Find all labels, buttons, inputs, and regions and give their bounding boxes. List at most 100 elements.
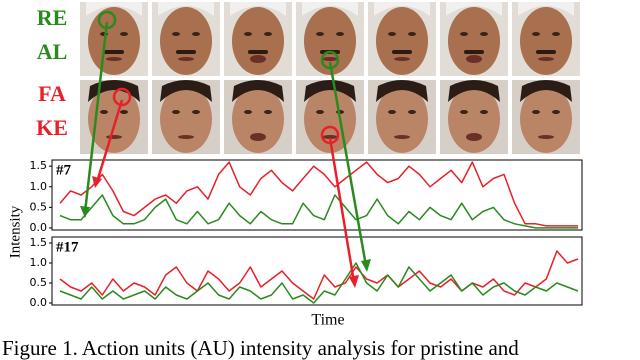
arrow: [328, 137, 356, 283]
eye: [552, 110, 560, 114]
eye: [316, 32, 324, 36]
hair: [520, 80, 572, 102]
face: [520, 7, 572, 75]
eye: [244, 32, 252, 36]
moustache: [464, 50, 484, 54]
arrow-head: [361, 259, 371, 272]
eye: [172, 32, 180, 36]
mouth: [106, 135, 122, 139]
mouth: [322, 135, 338, 139]
y-tick-label: 1.5: [30, 236, 48, 249]
eye: [532, 32, 540, 36]
y-tick-label: 0.0: [30, 296, 48, 309]
face: [448, 7, 500, 75]
eye: [120, 32, 128, 36]
hair: [302, 2, 358, 16]
moustache: [248, 50, 268, 54]
panel-title: #7: [56, 162, 72, 178]
eye: [100, 110, 108, 114]
arrow: [95, 99, 124, 183]
face: [160, 7, 212, 75]
eye: [408, 32, 416, 36]
mouth: [250, 133, 266, 141]
hair: [446, 2, 502, 16]
eye: [532, 110, 540, 114]
hair: [160, 80, 212, 102]
mouth: [178, 57, 194, 61]
mouth: [538, 57, 554, 61]
arrow-head: [349, 275, 359, 288]
marker-circle: [112, 87, 132, 107]
line-series: [59, 250, 579, 300]
y-axis-label: Intensity: [7, 205, 23, 258]
real-label: RE: [37, 5, 68, 30]
face: [160, 85, 212, 153]
x-axis-label: Time: [311, 312, 344, 329]
eye: [388, 110, 396, 114]
eye: [264, 110, 272, 114]
eye: [192, 110, 200, 114]
mouth: [394, 57, 410, 61]
line-series: [59, 194, 578, 229]
caption: Figure 1. Action units (AU) intensity an…: [2, 336, 519, 360]
face-grid: [80, 2, 580, 154]
line-series: [59, 161, 578, 227]
hair: [232, 80, 284, 102]
y-tick-label: 1.0: [30, 180, 48, 193]
eye: [460, 32, 468, 36]
moustache: [392, 50, 412, 54]
eye: [336, 32, 344, 36]
panel-title: #17: [56, 239, 79, 255]
hair: [88, 80, 140, 102]
hair: [230, 2, 286, 16]
marker-circle: [97, 10, 117, 30]
y-tick-label: 1.0: [30, 256, 48, 269]
line-series: [59, 262, 579, 304]
mouth: [106, 57, 122, 61]
plot-frame: [51, 159, 583, 231]
mouth: [394, 135, 410, 139]
mouth: [322, 57, 338, 61]
face: [232, 7, 284, 75]
face: [232, 85, 284, 153]
moustache: [176, 50, 196, 54]
eye: [388, 32, 396, 36]
annotations: [80, 10, 371, 288]
hair: [304, 80, 356, 102]
mouth: [250, 55, 266, 63]
fake-label: FA: [38, 81, 66, 106]
eye: [480, 110, 488, 114]
face: [376, 7, 428, 75]
moustache: [536, 50, 556, 54]
y-tick-label: 0.5: [30, 276, 48, 289]
y-tick-label: 0.5: [30, 200, 48, 213]
mouth: [466, 55, 482, 63]
eye: [264, 32, 272, 36]
face: [304, 7, 356, 75]
hair: [86, 2, 142, 16]
mouth: [178, 135, 194, 139]
eye: [192, 32, 200, 36]
real-label: AL: [37, 39, 68, 64]
eye: [552, 32, 560, 36]
y-tick-label: 0.0: [30, 221, 48, 234]
face: [448, 85, 500, 153]
eye: [172, 110, 180, 114]
hair: [376, 80, 428, 102]
arrow-head: [92, 176, 102, 188]
arrow: [83, 21, 109, 213]
mouth: [466, 133, 482, 141]
fake-label: KE: [36, 115, 68, 140]
arrow: [328, 61, 368, 267]
face: [376, 85, 428, 153]
marker-circle: [320, 50, 340, 70]
moustache: [104, 50, 124, 54]
hair: [158, 2, 214, 16]
y-tick-label: 1.5: [30, 159, 48, 172]
face: [520, 85, 572, 153]
eye: [244, 110, 252, 114]
hair: [448, 80, 500, 102]
marker-circle: [320, 125, 340, 145]
arrow-head: [80, 206, 90, 218]
